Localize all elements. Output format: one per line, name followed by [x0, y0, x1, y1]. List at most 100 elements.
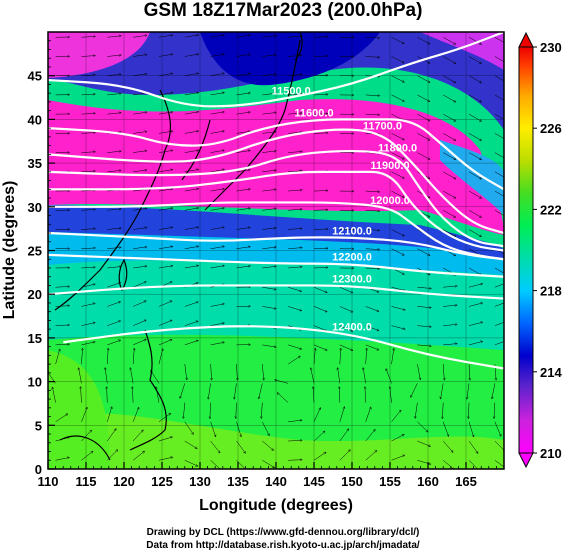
streamline-arrow — [277, 393, 289, 403]
streamline-arrow — [417, 75, 429, 83]
streamline-arrow — [339, 387, 340, 403]
streamline-arrow — [288, 356, 300, 365]
colorbar-label-210: 210 — [540, 446, 562, 461]
streamline-arrow — [288, 209, 302, 210]
streamline-arrow — [236, 54, 250, 57]
streamline-arrow — [105, 368, 108, 384]
streamline-arrow — [81, 94, 95, 95]
streamline-arrow — [158, 170, 173, 173]
streamline-arrow — [443, 171, 455, 179]
x-tick-label-140: 140 — [265, 474, 287, 489]
streamline-arrow — [107, 340, 120, 346]
streamline-arrow — [236, 35, 250, 38]
streamline-arrow — [288, 94, 302, 95]
contour-label-11800.0: 11800.0 — [378, 142, 417, 154]
streamline-arrow — [107, 151, 121, 153]
streamline-arrow — [365, 430, 375, 442]
streamline-arrow — [183, 402, 186, 419]
streamline-arrow — [365, 451, 377, 461]
streamline-arrow — [443, 94, 455, 102]
contour-11500.0 — [48, 32, 504, 108]
credit-drawing: Drawing by DCL (https://www.gfd-dennou.o… — [146, 527, 420, 538]
streamline-arrow — [340, 348, 341, 365]
streamline-arrow — [391, 152, 405, 159]
streamline-arrow — [494, 210, 504, 216]
coast-taiwan — [118, 258, 128, 292]
x-tick-label-120: 120 — [113, 474, 135, 489]
streamline-arrow — [158, 413, 171, 423]
streamline-arrow — [158, 150, 173, 153]
streamline-arrow — [81, 267, 95, 268]
contour-label-11500.0: 11500.0 — [272, 86, 311, 98]
streamline-arrow — [417, 286, 431, 288]
streamline-arrow — [443, 344, 457, 346]
streamline-arrow — [391, 133, 405, 139]
streamline-arrow — [133, 228, 147, 230]
streamline-arrow — [365, 306, 379, 311]
streamline-arrow — [443, 133, 455, 140]
streamline-arrow — [365, 268, 380, 269]
streamline-arrow — [210, 304, 224, 307]
streamline-arrow — [494, 94, 504, 101]
x-tick-label-110: 110 — [38, 474, 59, 489]
streamline-arrow — [339, 407, 345, 422]
streamline-arrow — [133, 170, 147, 173]
streamline-arrow — [262, 209, 276, 211]
streamline-arrow — [180, 383, 186, 398]
streamline-arrow — [288, 306, 301, 310]
streamline-arrow — [158, 349, 163, 365]
streamline-arrow — [443, 37, 455, 44]
streamline-arrow — [288, 75, 302, 76]
y-tick-label-20: 20 — [28, 287, 42, 302]
coastlines — [54, 32, 303, 461]
streamline-arrow — [288, 55, 302, 56]
streamline-arrow — [417, 421, 428, 432]
streamline-arrow — [391, 325, 405, 329]
streamline-arrow — [107, 74, 121, 76]
coast-borneo — [59, 435, 111, 461]
streamline-arrow — [417, 94, 429, 102]
streamline-arrow — [468, 402, 469, 419]
streamline-arrow — [133, 339, 146, 346]
x-tick-label-155: 155 — [379, 474, 401, 489]
streamline-arrow — [210, 150, 225, 153]
streamline-arrow — [468, 75, 481, 83]
streamline-arrow — [338, 368, 341, 384]
streamline-arrow — [184, 340, 198, 346]
streamline-arrow — [158, 189, 173, 192]
streamline-arrow — [494, 37, 504, 43]
streamline-arrow — [107, 36, 121, 38]
streamline-arrow — [262, 189, 276, 192]
streamline-arrow — [107, 228, 121, 230]
streamline-arrow — [468, 284, 482, 288]
streamline-arrow — [107, 113, 121, 115]
streamline-arrow — [262, 460, 274, 467]
streamline-arrow — [391, 190, 405, 197]
streamline-arrow — [339, 306, 353, 312]
streamline-arrow — [261, 402, 262, 419]
streamline-arrow — [236, 247, 250, 249]
contour-12100.0 — [48, 231, 504, 261]
streamline-arrow — [494, 302, 504, 307]
streamline-arrow — [443, 229, 455, 237]
streamline-arrow — [210, 266, 225, 269]
streamline-arrow — [55, 349, 60, 365]
contour-11800.0 — [48, 149, 504, 248]
streamline-arrow — [468, 440, 478, 453]
streamline-arrow — [262, 421, 269, 436]
streamline-arrow — [386, 369, 392, 384]
streamline-arrow — [311, 368, 315, 384]
contour-12400.0 — [63, 325, 504, 370]
streamline-arrow — [262, 286, 276, 289]
streamline-arrow — [313, 387, 314, 403]
contour-12200.0 — [48, 253, 504, 278]
contour-label-12000.0: 12000.0 — [370, 195, 410, 207]
streamline-arrow — [494, 75, 504, 82]
streamline-arrow — [158, 457, 172, 461]
streamline-arrow — [184, 54, 199, 57]
streamline-arrow — [313, 75, 328, 76]
streamline-arrow — [313, 431, 325, 442]
streamline-arrow — [184, 73, 199, 76]
streamline-arrow — [81, 229, 95, 230]
contour-label-11900.0: 11900.0 — [370, 160, 409, 172]
